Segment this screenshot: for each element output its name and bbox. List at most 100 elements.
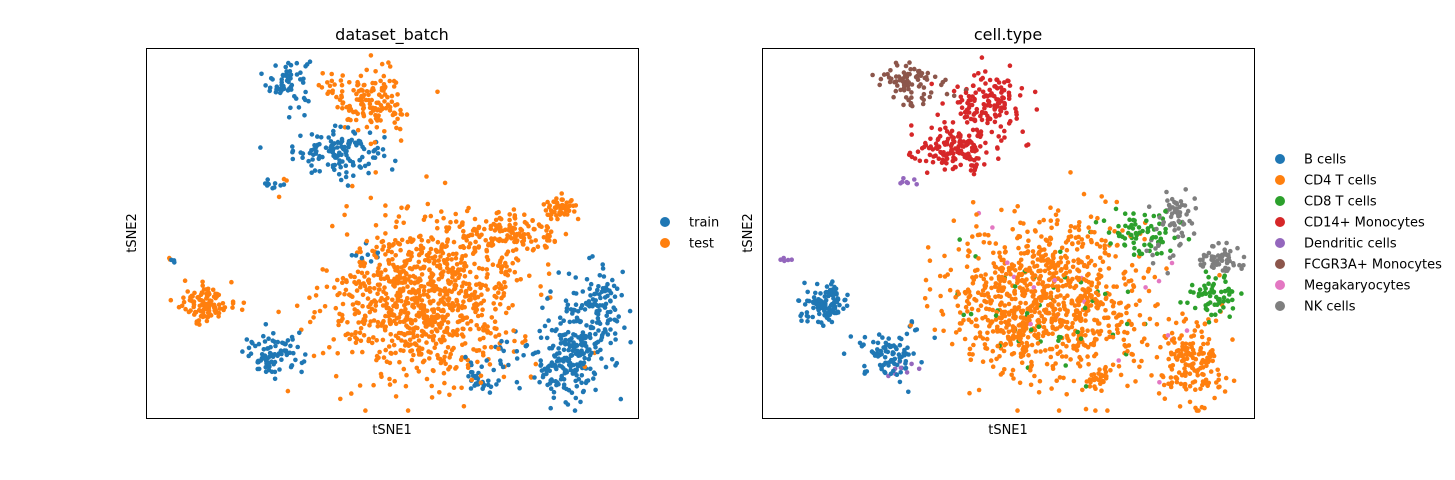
scatter-point	[1018, 354, 1024, 360]
scatter-point	[1239, 266, 1244, 272]
scatter-point	[1144, 218, 1149, 224]
scatter-point	[570, 311, 575, 316]
scatter-point	[350, 349, 355, 355]
scatter-point	[1143, 285, 1148, 290]
scatter-point	[949, 341, 955, 347]
scatter-point	[963, 90, 969, 96]
scatter-point	[559, 191, 564, 196]
scatter-point	[816, 302, 821, 308]
scatter-point	[1054, 378, 1059, 384]
scatter-point	[1131, 284, 1137, 290]
scatter-point	[1187, 383, 1193, 389]
scatter-point	[383, 203, 388, 208]
scatter-point	[216, 302, 222, 308]
scatter-point	[964, 114, 970, 119]
scatter-point	[351, 88, 356, 93]
scatter-point	[451, 239, 457, 245]
scatter-point	[1176, 219, 1182, 224]
scatter-point	[378, 371, 384, 377]
scatter-point	[376, 266, 381, 271]
scatter-point	[301, 359, 307, 364]
scatter-point	[507, 212, 512, 217]
scatter-point	[1114, 284, 1119, 290]
scatter-point	[437, 291, 443, 297]
scatter-point	[927, 152, 933, 158]
scatter-point	[168, 297, 174, 303]
scatter-point	[1097, 244, 1103, 249]
scatter-point	[990, 364, 996, 370]
scatter-point	[497, 285, 503, 291]
scatter-point	[1201, 252, 1207, 258]
scatter-point	[267, 88, 273, 94]
scatter-point	[1183, 387, 1189, 392]
scatter-point	[339, 312, 345, 318]
scatter-point	[587, 347, 592, 352]
scatter-point	[965, 109, 971, 115]
scatter-point	[395, 116, 400, 122]
scatter-point	[595, 287, 600, 293]
scatter-point	[1184, 212, 1189, 217]
scatter-point	[1059, 267, 1064, 272]
scatter-point	[1081, 191, 1087, 197]
scatter-point	[585, 378, 591, 383]
scatter-point	[1092, 384, 1097, 389]
scatter-point	[964, 120, 970, 125]
scatter-point	[346, 116, 351, 122]
scatter-point	[1013, 106, 1018, 111]
scatter-point	[967, 293, 973, 298]
scatter-point	[340, 301, 346, 307]
scatter-point	[378, 78, 383, 84]
scatter-point	[1121, 276, 1127, 281]
scatter-point	[548, 289, 553, 294]
scatter-point	[381, 355, 387, 360]
scatter-point	[513, 221, 518, 227]
scatter-point	[1211, 281, 1216, 287]
scatter-point	[1056, 260, 1061, 266]
scatter-point	[511, 207, 517, 212]
scatter-point	[1107, 226, 1113, 231]
scatter-point	[358, 73, 364, 79]
scatter-point	[420, 245, 426, 251]
scatter-point	[364, 89, 370, 94]
scatter-point	[343, 150, 349, 155]
scatter-point	[329, 78, 335, 84]
scatter-point	[564, 309, 569, 314]
scatter-point	[363, 408, 368, 413]
scatter-point	[299, 369, 304, 375]
scatter-point	[599, 356, 604, 361]
scatter-point	[476, 244, 482, 249]
scatter-point	[832, 306, 838, 311]
scatter-point	[944, 156, 950, 161]
scatter-point	[545, 296, 550, 301]
scatter-point	[461, 326, 466, 332]
scatter-point	[1009, 372, 1014, 378]
scatter-point	[529, 375, 534, 380]
scatter-point	[512, 338, 517, 344]
scatter-point	[514, 278, 520, 283]
scatter-point	[906, 72, 911, 77]
scatter-point	[920, 101, 926, 107]
scatter-point	[331, 153, 336, 159]
scatter-point	[1089, 239, 1094, 245]
scatter-point	[348, 273, 353, 278]
scatter-point	[517, 385, 522, 391]
scatter-point	[916, 84, 922, 89]
scatter-point	[558, 321, 563, 326]
scatter-point	[965, 287, 971, 293]
plot-title: dataset_batch	[335, 25, 449, 45]
scatter-point	[368, 141, 374, 147]
scatter-point	[532, 375, 537, 380]
scatter-point	[596, 319, 601, 324]
scatter-point	[362, 274, 367, 279]
scatter-point	[427, 267, 432, 273]
scatter-point	[429, 279, 435, 284]
scatter-point	[338, 177, 344, 183]
scatter-point	[933, 153, 938, 158]
scatter-point	[878, 348, 884, 354]
scatter-point	[1194, 369, 1200, 375]
scatter-point	[1174, 201, 1180, 207]
scatter-point	[1086, 279, 1092, 285]
scatter-point	[374, 353, 380, 359]
scatter-point	[998, 85, 1004, 90]
scatter-point	[414, 246, 419, 252]
